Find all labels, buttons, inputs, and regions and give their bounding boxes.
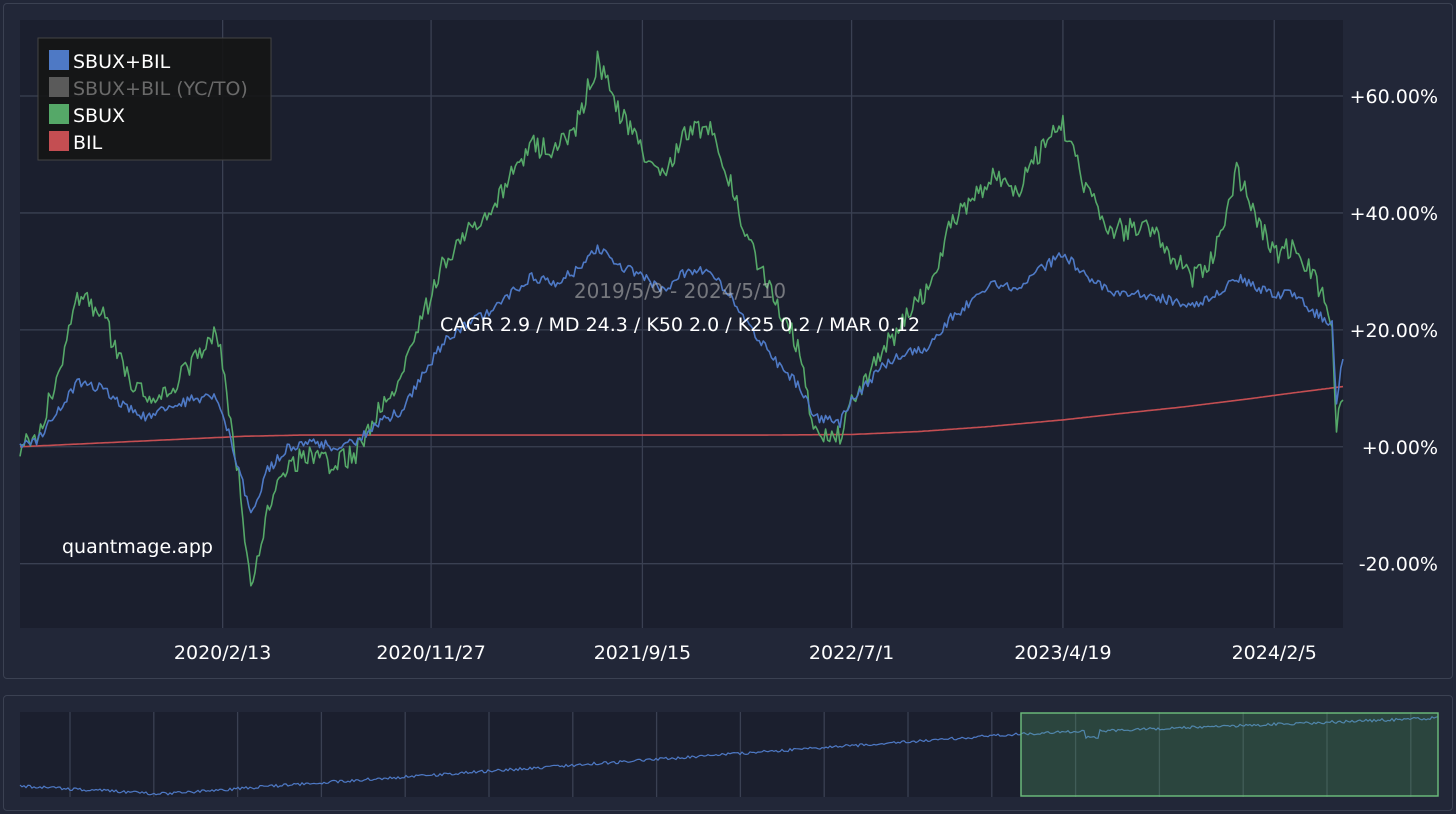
- series-line-sbux: [19, 50, 1344, 587]
- stats-overlay: CAGR 2.9 / MD 24.3 / K50 2.0 / K25 0.2 /…: [440, 314, 920, 336]
- x-tick-label: 2020/2/13: [174, 642, 271, 664]
- legend-item-sbux[interactable]: SBUX: [49, 104, 125, 127]
- y-tick-label: +40.00%: [1350, 203, 1438, 225]
- date-range-overlay: 2019/5/9 - 2024/5/10: [574, 279, 786, 303]
- navigator[interactable]: [19, 712, 1439, 797]
- x-tick-label: 2022/7/1: [809, 642, 894, 664]
- x-tick-label: 2021/9/15: [594, 642, 691, 664]
- series-line-sbux-bil: [19, 244, 1344, 514]
- navigator-line: [19, 715, 1439, 796]
- legend-label: SBUX+BIL (YC/TO): [73, 78, 248, 100]
- series-line-bil: [19, 385, 1344, 448]
- legend-swatch: [49, 131, 69, 151]
- legend-swatch: [49, 50, 69, 70]
- legend-item-sbux-bil-yc-to[interactable]: SBUX+BIL (YC/TO): [49, 77, 248, 100]
- watermark: quantmage.app: [62, 536, 213, 558]
- y-tick-label: +20.00%: [1350, 320, 1438, 342]
- legend-item-sbux-bil[interactable]: SBUX+BIL: [49, 50, 171, 73]
- navigator-plot: [20, 712, 1439, 797]
- legend: SBUX+BIL SBUX+BIL (YC/TO) SBUX BIL: [37, 37, 272, 161]
- series-lines: [19, 50, 1344, 587]
- x-tick-label: 2020/11/27: [376, 642, 486, 664]
- x-axis: 2020/2/13 2020/11/27 2021/9/15 2022/7/1 2023…: [174, 642, 1317, 664]
- legend-label: SBUX: [73, 105, 125, 127]
- navigator-selection-window[interactable]: [1020, 712, 1439, 797]
- legend-swatch: [49, 104, 69, 124]
- legend-item-bil[interactable]: BIL: [49, 131, 103, 154]
- grid: [20, 20, 1343, 628]
- navigator-grid: [69, 712, 1412, 797]
- y-tick-label: -20.00%: [1359, 554, 1438, 576]
- legend-label: SBUX+BIL: [73, 51, 171, 73]
- legend-swatch: [49, 77, 69, 97]
- x-tick-label: 2023/4/19: [1014, 642, 1111, 664]
- y-axis: +60.00% +40.00% +20.00% +0.00% -20.00%: [1350, 86, 1438, 576]
- y-tick-label: +60.00%: [1350, 86, 1438, 108]
- y-tick-label: +0.00%: [1362, 437, 1438, 459]
- x-tick-label: 2024/2/5: [1232, 642, 1317, 664]
- legend-label: BIL: [73, 132, 103, 154]
